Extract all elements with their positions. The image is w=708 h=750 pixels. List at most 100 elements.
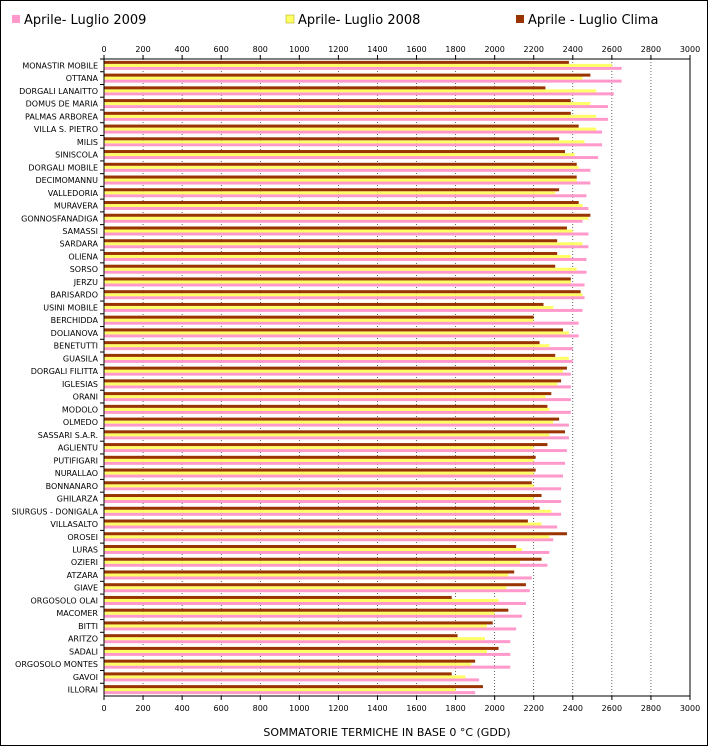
- bar-2009: [104, 143, 603, 147]
- category-label: ORANI: [73, 393, 98, 402]
- bar-2009: [104, 665, 511, 669]
- category-label: SASSARI S.A.R.: [38, 431, 98, 440]
- bar-2009: [104, 678, 480, 682]
- bar-clima: [104, 659, 476, 663]
- x-tick-label-top: 1800: [445, 45, 465, 54]
- bar-clima: [104, 150, 565, 154]
- bar-2008: [104, 611, 495, 615]
- bar-2009: [104, 589, 530, 593]
- bar-2009: [104, 308, 583, 312]
- x-tick-label-top: 2200: [524, 45, 544, 54]
- bar-2009: [104, 627, 517, 631]
- bar-2009: [104, 334, 579, 338]
- bar-2009: [104, 321, 579, 325]
- bar-2008: [104, 624, 487, 628]
- bar-2009: [104, 257, 587, 261]
- bar-2009: [104, 194, 587, 198]
- x-tick-label-top: 1600: [406, 45, 426, 54]
- bar-2008: [104, 280, 571, 284]
- category-label: DECIMOMANNU: [35, 176, 98, 185]
- category-label: SINISCOLA: [55, 151, 98, 160]
- bar-clima: [104, 557, 542, 561]
- bar-2008: [104, 446, 534, 450]
- x-tick-label-bottom: 2600: [602, 704, 622, 713]
- bar-2009: [104, 207, 589, 211]
- bar-2008: [104, 675, 466, 679]
- legend: Aprile- Luglio 2009 Aprile- Luglio 2008 Ap…: [12, 13, 658, 28]
- bar-2009: [104, 563, 548, 567]
- bar-2008: [104, 127, 597, 131]
- bar-2009: [104, 652, 511, 656]
- category-label: SARDARA: [60, 240, 99, 249]
- bar-2009: [104, 130, 603, 134]
- bar-clima: [104, 443, 548, 447]
- category-label: GIAVE: [74, 584, 98, 593]
- x-tick-label-top: 1400: [367, 45, 387, 54]
- category-label: JERZU: [73, 278, 98, 287]
- x-tick-label-bottom: 2000: [484, 704, 504, 713]
- x-tick-label-bottom: 400: [174, 704, 189, 713]
- category-label: VILLA S. PIETRO: [34, 125, 98, 134]
- category-label: OROSEI: [67, 533, 98, 542]
- bar-2009: [104, 359, 573, 363]
- category-label: USINI MOBILE: [43, 303, 98, 312]
- bar-clima: [104, 519, 528, 523]
- category-label: ORGOSOLO MONTES: [15, 660, 98, 669]
- bar-2008: [104, 267, 577, 271]
- bar-2008: [104, 114, 597, 118]
- category-label: PUTIFIGARI: [54, 456, 98, 465]
- bar-2008: [104, 509, 552, 513]
- bar-2008: [104, 63, 612, 67]
- category-label: SAMASSI: [62, 227, 98, 236]
- category-label: OLMEDO: [63, 418, 98, 427]
- category-label: GUASILA: [63, 354, 99, 363]
- bar-clima: [104, 277, 571, 281]
- bar-2008: [104, 216, 589, 220]
- bar-clima: [104, 608, 509, 612]
- bar-clima: [104, 73, 591, 77]
- bar-2008: [104, 522, 542, 526]
- bar-2009: [104, 525, 558, 529]
- bar-2008: [104, 331, 569, 335]
- category-label: BENETUTTI: [54, 342, 98, 351]
- bar-2009: [104, 79, 622, 83]
- bar-2008: [104, 254, 571, 258]
- bar-2009: [104, 461, 565, 465]
- bar-2009: [104, 347, 573, 351]
- x-tick-label-bottom: 2200: [524, 704, 544, 713]
- bar-clima: [104, 162, 577, 166]
- category-label: ORGOSOLO OLAI: [30, 596, 98, 605]
- bar-2008: [104, 242, 583, 246]
- x-tick-label-top: 600: [214, 45, 229, 54]
- bar-clima: [104, 111, 571, 115]
- category-label: SIURGUS - DONIGALA: [11, 507, 98, 516]
- bar-clima: [104, 468, 536, 472]
- bar-clima: [104, 506, 540, 510]
- bar-clima: [104, 239, 558, 243]
- category-label: LURAS: [72, 545, 98, 554]
- bar-clima: [104, 544, 517, 548]
- bars: [104, 60, 622, 695]
- bar-2009: [104, 410, 571, 414]
- bar-clima: [104, 302, 544, 306]
- bar-2008: [104, 369, 564, 373]
- bar-clima: [104, 583, 526, 587]
- bar-2008: [104, 662, 472, 666]
- bar-2009: [104, 245, 589, 249]
- bar-clima: [104, 341, 540, 345]
- category-label: DOMUS DE MARIA: [26, 100, 99, 109]
- category-label: DORGALI MOBILE: [28, 163, 98, 172]
- bar-clima: [104, 455, 536, 459]
- bar-2008: [104, 191, 556, 195]
- category-label: OTTANA: [66, 74, 99, 83]
- bar-clima: [104, 685, 483, 689]
- bar-2009: [104, 512, 562, 516]
- bar-clima: [104, 328, 564, 332]
- bar-clima: [104, 99, 571, 103]
- x-tick-label-bottom: 1400: [367, 704, 387, 713]
- x-tick-label-top: 800: [253, 45, 268, 54]
- category-label: NURALLAO: [55, 469, 98, 478]
- bar-2008: [104, 420, 554, 424]
- x-tick-label-bottom: 2800: [641, 704, 661, 713]
